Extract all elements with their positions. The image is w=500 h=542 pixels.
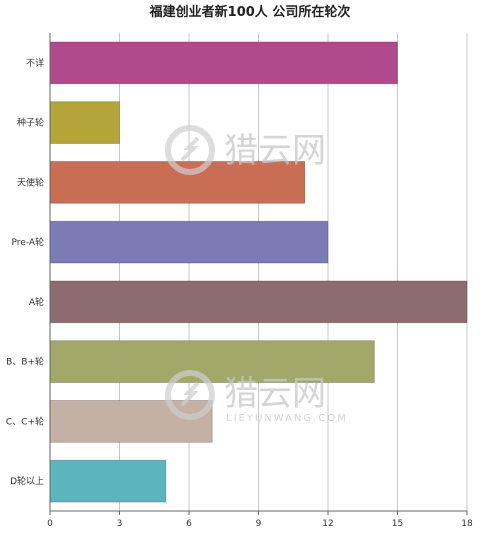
bar bbox=[49, 41, 398, 85]
bars bbox=[49, 41, 468, 503]
bar bbox=[49, 459, 167, 503]
x-axis: 0 3 6 9 12 15 18 bbox=[47, 33, 473, 529]
chart-title: 福建创业者新100人 公司所在轮次 bbox=[149, 4, 351, 20]
category-label: 种子轮 bbox=[17, 117, 44, 129]
bar bbox=[49, 220, 329, 264]
x-tick-label: 18 bbox=[461, 519, 473, 529]
bar bbox=[49, 280, 468, 324]
category-label: B、B+轮 bbox=[6, 356, 44, 368]
x-tick-label: 12 bbox=[322, 519, 333, 529]
x-tick-label: 6 bbox=[186, 519, 192, 529]
watermark-bottom: 猎云网 LIEYUNWANG.COM bbox=[165, 370, 348, 424]
watermark-top: 猎云网 bbox=[165, 125, 326, 175]
watermark-logo-icon bbox=[165, 370, 215, 420]
x-tick-label: 0 bbox=[47, 519, 53, 529]
watermark-logo-icon bbox=[165, 125, 215, 175]
watermark-name: 猎云网 bbox=[224, 374, 326, 414]
watermark-url: LIEYUNWANG.COM bbox=[226, 413, 348, 424]
category-label: D轮以上 bbox=[10, 475, 44, 487]
bar bbox=[49, 400, 213, 443]
watermark-name: 猎云网 bbox=[224, 131, 326, 171]
category-label: Pre-A轮 bbox=[11, 236, 44, 248]
x-tick-label: 3 bbox=[117, 519, 123, 529]
bar bbox=[49, 101, 120, 144]
category-label: A轮 bbox=[29, 296, 44, 308]
category-label: 不详 bbox=[26, 57, 44, 69]
category-label: 天使轮 bbox=[17, 176, 44, 188]
x-tick-label: 15 bbox=[392, 519, 403, 529]
category-label: C、C+轮 bbox=[6, 415, 44, 427]
bar bbox=[49, 340, 375, 383]
x-tick-label: 9 bbox=[256, 519, 262, 529]
